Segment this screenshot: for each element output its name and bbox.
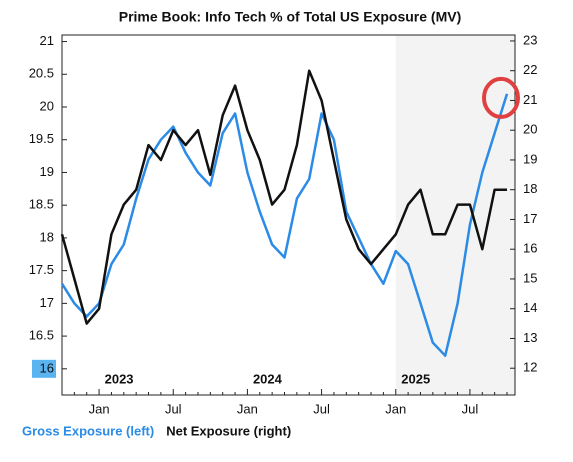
y2-tick-label: 12 [523, 360, 537, 375]
y-tick-label: 19 [40, 164, 54, 179]
y2-tick-label: 14 [523, 300, 537, 315]
y2-tick-label: 16 [523, 241, 537, 256]
y-tick-label: 18.5 [29, 197, 54, 212]
y2-tick-label: 19 [523, 151, 537, 166]
highlight-circle [482, 76, 520, 119]
year-label: 2024 [253, 371, 283, 386]
y-tick-label: 16 [40, 360, 54, 375]
y2-tick-label: 20 [523, 122, 537, 137]
x-tick-label: Jan [237, 401, 258, 416]
y2-tick-label: 18 [523, 181, 537, 196]
legend-label: Gross Exposure (left) [22, 423, 154, 438]
y2-tick-label: 21 [523, 92, 537, 107]
series-line [60, 69, 507, 325]
series-line [60, 93, 509, 357]
y-tick-label: 18 [40, 229, 54, 244]
plot-frame [61, 34, 516, 396]
y-tick-label: 17.5 [29, 262, 54, 277]
x-tick-label: Jan [89, 401, 110, 416]
y-tick-label: 17 [40, 295, 54, 310]
x-tick-label: Jul [165, 401, 182, 416]
x-tick-label: Jul [313, 401, 330, 416]
y2-tick-label: 17 [523, 211, 537, 226]
y-tick-highlight [32, 359, 56, 378]
chart-title: Prime Book: Info Tech % of Total US Expo… [119, 9, 462, 25]
y2-tick-label: 15 [523, 270, 537, 285]
y2-tick-label: 13 [523, 330, 537, 345]
year-label: 2025 [401, 371, 430, 386]
y-tick-label: 20 [40, 98, 54, 113]
y-tick-label: 21 [40, 33, 54, 48]
y2-tick-label: 23 [523, 32, 537, 47]
y-tick-label: 19.5 [29, 131, 54, 146]
x-tick-label: Jul [462, 401, 479, 416]
legend-label: Net Exposure (right) [166, 423, 291, 438]
y-tick-label: 20.5 [29, 66, 54, 81]
shaded-region [395, 35, 515, 395]
year-label: 2023 [105, 371, 134, 386]
y2-tick-label: 22 [523, 62, 537, 77]
x-tick-label: Jan [385, 401, 406, 416]
y-tick-label: 16.5 [29, 328, 54, 343]
